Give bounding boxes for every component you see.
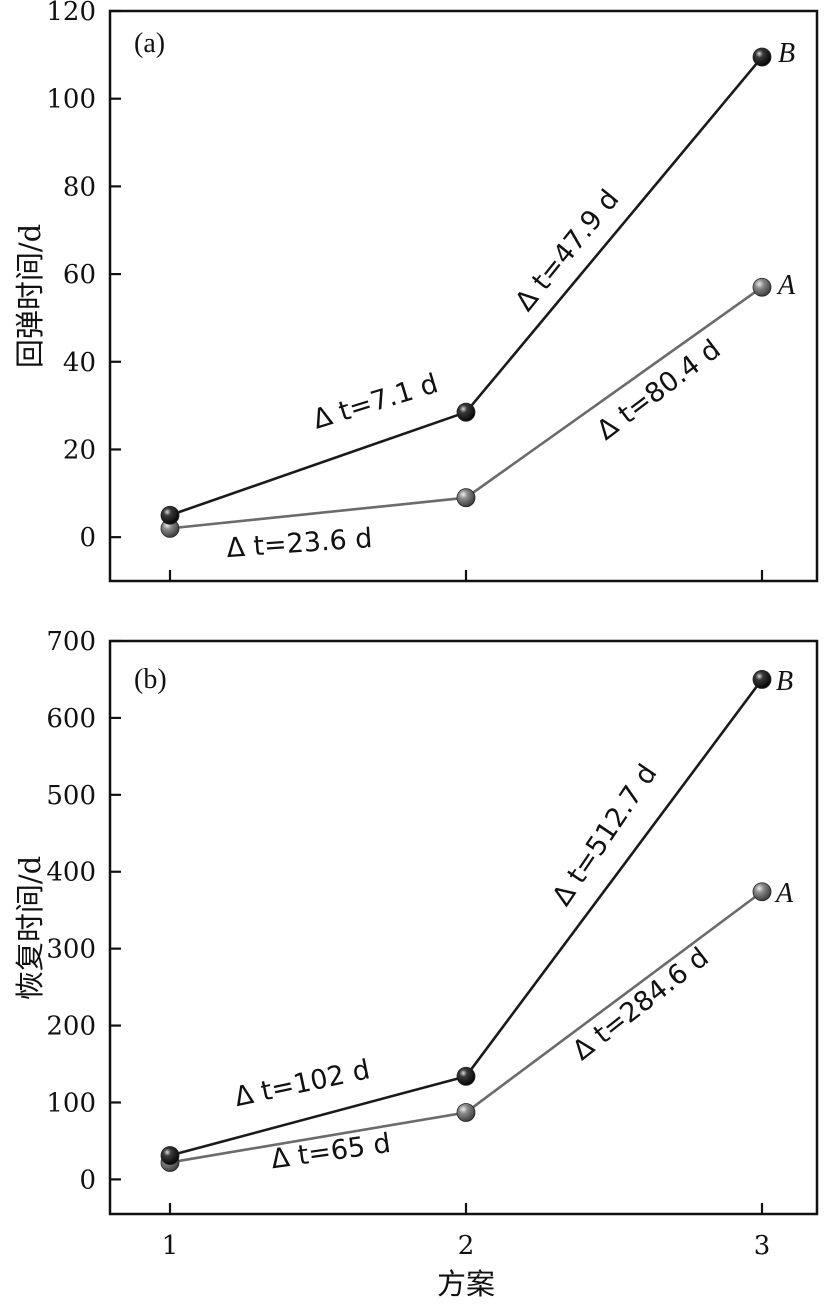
panel-a-points xyxy=(160,47,772,538)
panel-a-x-ticks xyxy=(168,570,764,581)
panel-a-series-b-label: B xyxy=(778,38,795,69)
panel-a-y-axis-title: 回弹时间/d xyxy=(13,224,47,368)
series-b-point xyxy=(456,1066,476,1086)
y-tick-label: 0 xyxy=(79,523,96,553)
y-tick-label: 200 xyxy=(46,1012,96,1042)
y-tick-label: 80 xyxy=(63,172,96,202)
panel-a-y-ticks: 0 20 40 60 80 100 120 xyxy=(46,0,121,553)
series-a-point xyxy=(456,488,476,508)
y-tick-label: 20 xyxy=(63,435,96,465)
panel-b-x-ticks: 1 2 3 xyxy=(162,1203,771,1261)
y-tick-label: 600 xyxy=(46,704,96,734)
y-tick-label: 60 xyxy=(63,260,96,290)
x-tick-label: 3 xyxy=(754,1231,771,1261)
y-tick-label: 500 xyxy=(46,781,96,811)
series-b-point xyxy=(456,402,476,422)
series-b-point xyxy=(160,1146,180,1165)
panel-b-points xyxy=(160,670,772,1172)
panel-b: 0 100 200 300 400 500 600 700 1 2 3 (b) 恢复时间/d 方案… xyxy=(13,627,819,1301)
y-tick-label: 100 xyxy=(46,85,96,115)
panel-a-frame xyxy=(108,9,819,583)
series-b-point xyxy=(752,670,772,689)
series-a-point xyxy=(456,1103,476,1122)
panel-b-label: (b) xyxy=(134,664,167,695)
x-axis-title: 方案 xyxy=(437,1267,495,1301)
panel-b-annotation-a-1-2: Δ t=65 d xyxy=(269,1128,392,1175)
series-a-point xyxy=(752,277,772,297)
panel-b-series-a-label: A xyxy=(774,878,794,909)
x-tick-label: 1 xyxy=(162,1231,179,1261)
panel-b-annotation-b-1-2: Δ t=102 d xyxy=(232,1054,373,1113)
y-tick-label: 100 xyxy=(46,1088,96,1118)
panel-a-annotation-a-1-2: Δ t=23.6 d xyxy=(225,523,373,564)
panel-a-label: (a) xyxy=(134,28,165,59)
series-b-point xyxy=(752,47,772,67)
series-b-point xyxy=(160,505,180,525)
panel-a-annotation-b-2-3: Δ t=47.9 d xyxy=(509,184,625,317)
series-a-point xyxy=(752,882,772,902)
panel-b-series-b-label: B xyxy=(776,666,793,697)
panel-b-annotation-a-2-3: Δ t=284.6 d xyxy=(567,942,715,1067)
panel-a-series-a-label: A xyxy=(776,270,796,301)
panel-a-annotation-b-1-2: Δ t=7.1 d xyxy=(309,368,441,435)
y-tick-label: 40 xyxy=(63,348,96,378)
panel-b-y-ticks: 0 100 200 300 400 500 600 700 xyxy=(46,627,121,1195)
panel-b-frame xyxy=(108,639,819,1216)
series-b-line xyxy=(169,56,763,517)
panel-a-annotation-a-2-3: Δ t=80.4 d xyxy=(591,334,726,447)
y-tick-label: 120 xyxy=(46,0,96,27)
panel-a-series-lines xyxy=(169,56,763,530)
panel-b-y-axis-title: 恢复时间/d xyxy=(13,856,47,1000)
y-tick-label: 700 xyxy=(46,627,96,657)
y-tick-label: 300 xyxy=(46,935,96,965)
y-tick-label: 400 xyxy=(46,858,96,888)
y-tick-label: 0 xyxy=(79,1165,96,1195)
x-tick-label: 2 xyxy=(458,1231,475,1261)
panel-a: 0 20 40 60 80 100 120 (a) 回弹时间/d B A Δ t=7.1 d… xyxy=(13,0,819,583)
